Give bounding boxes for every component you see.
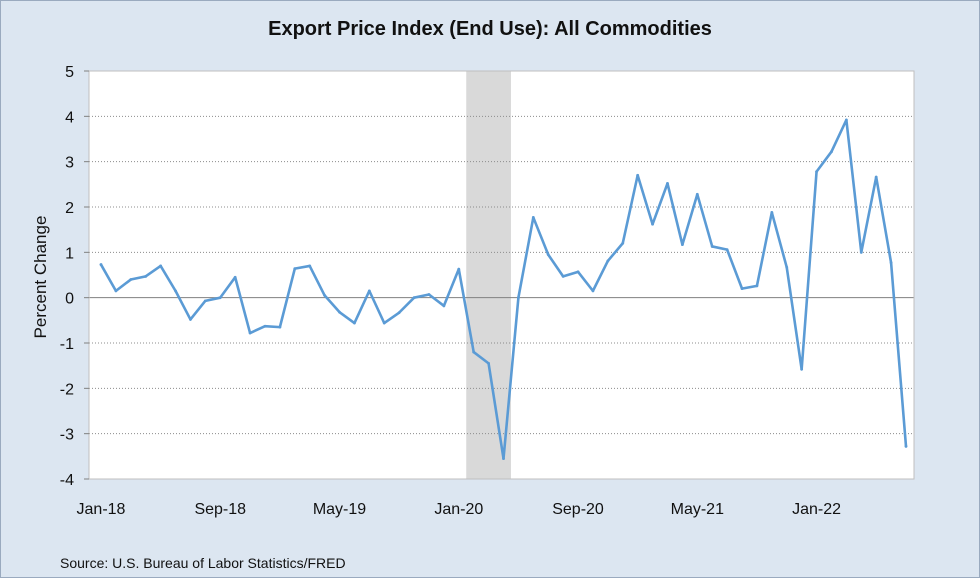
data-point (666, 182, 669, 185)
data-point (412, 296, 416, 300)
data-point (740, 287, 744, 290)
chart-title: Export Price Index (End Use): All Commod… (268, 18, 712, 40)
data-point (382, 321, 386, 325)
data-point (144, 274, 148, 278)
data-point (427, 293, 431, 296)
data-point (889, 261, 893, 265)
data-point (233, 275, 237, 279)
data-point (353, 321, 356, 325)
x-tick-label: Sep-20 (552, 501, 604, 518)
x-tick-label: Jan-18 (77, 501, 126, 518)
data-point (248, 331, 252, 335)
y-tick-label: -1 (60, 336, 74, 353)
data-point (546, 253, 550, 256)
data-point (367, 289, 371, 293)
data-point (680, 243, 684, 247)
data-point (561, 274, 565, 278)
data-point (457, 267, 461, 271)
x-tick-label: May-19 (313, 501, 366, 518)
y-tick-label: -3 (60, 427, 74, 444)
data-point (651, 222, 654, 226)
data-point (174, 289, 177, 293)
y-tick-label: 0 (65, 291, 74, 308)
x-tick-label: May-21 (671, 501, 724, 518)
data-point (800, 367, 804, 371)
data-point (338, 310, 341, 314)
data-point (606, 259, 610, 263)
data-point (487, 362, 490, 365)
data-point (293, 267, 297, 271)
data-point (472, 350, 476, 354)
data-point (502, 457, 505, 460)
data-point (874, 175, 878, 179)
data-point (710, 245, 714, 248)
data-point (218, 296, 222, 300)
x-tick-label: Jan-22 (792, 501, 841, 518)
data-point (442, 304, 446, 308)
data-point (859, 250, 863, 254)
data-point (844, 118, 848, 122)
data-point (203, 299, 207, 303)
data-point (189, 318, 192, 321)
data-point (517, 296, 520, 300)
y-tick-label: 1 (65, 245, 74, 262)
data-point (621, 241, 625, 245)
shaded-period-0 (466, 71, 511, 479)
y-tick-label: -4 (60, 472, 74, 489)
y-tick-label: 5 (65, 64, 74, 81)
y-tick-label: 2 (65, 200, 74, 217)
data-point (397, 311, 401, 315)
data-point (770, 211, 774, 214)
plot-border (88, 70, 915, 480)
data-point (323, 294, 327, 297)
data-point (785, 265, 789, 269)
source-note: Source: U.S. Bureau of Labor Statistics/… (60, 555, 346, 571)
x-tick-label: Sep-18 (194, 501, 246, 518)
y-tick-label: 4 (65, 109, 74, 126)
y-tick-label: 3 (65, 155, 74, 172)
data-point (576, 270, 580, 274)
data-point (308, 264, 312, 268)
x-tick-label: Jan-20 (434, 501, 483, 518)
data-point (278, 325, 282, 329)
data-point (591, 289, 595, 293)
data-point (815, 170, 818, 174)
data-point (904, 444, 908, 448)
data-point (636, 173, 640, 177)
data-point (129, 278, 133, 281)
data-point (159, 264, 163, 268)
data-point (263, 324, 267, 328)
data-point (755, 284, 759, 288)
data-point (725, 248, 729, 252)
data-point (830, 150, 833, 154)
y-axis-title: Percent Change (31, 216, 50, 339)
data-point (114, 289, 118, 293)
data-point (99, 263, 103, 266)
y-tick-label: -2 (60, 381, 74, 398)
data-point (695, 192, 699, 196)
data-point (531, 216, 535, 219)
